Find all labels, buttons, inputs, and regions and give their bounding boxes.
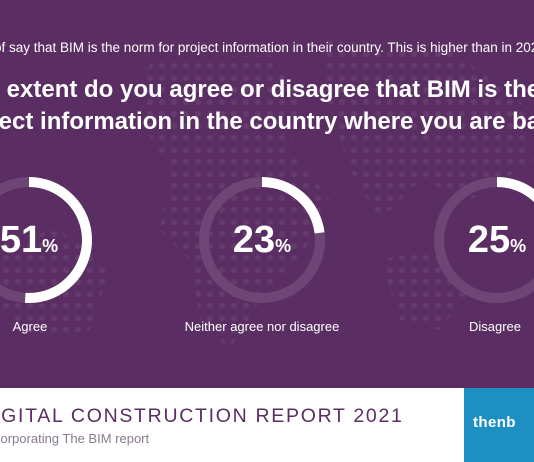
disagree-label: Disagree <box>468 319 522 334</box>
stat-neither: 23% <box>197 175 327 305</box>
question-line-2: ject information in the country where yo… <box>0 108 534 135</box>
brand-logo-block[interactable]: thenb <box>464 388 534 462</box>
agree-label: Agree <box>12 319 48 334</box>
question-line-1: t extent do you agree or disagree that B… <box>0 76 534 103</box>
stat-agree: 51% <box>0 175 94 305</box>
neither-percent: 23 <box>232 219 276 261</box>
neither-label: Neither agree nor disagree <box>184 319 340 334</box>
intro-text: of say that BIM is the norm for project … <box>0 40 534 55</box>
disagree-percent-unit: % <box>510 236 527 256</box>
report-subtitle: corporating The BIM report <box>0 431 150 446</box>
report-title: IGITAL CONSTRUCTION REPORT 2021 <box>0 405 404 427</box>
neither-ring-fill <box>199 177 325 303</box>
disagree-percent: 25 <box>467 219 511 261</box>
agree-ring-fill <box>0 177 92 303</box>
stat-disagree: 25% <box>432 175 534 305</box>
report-footer: IGITAL CONSTRUCTION REPORT 2021 corporat… <box>0 388 534 462</box>
agree-percent: 51 <box>0 219 43 261</box>
agree-percent-unit: % <box>42 236 59 256</box>
neither-percent-unit: % <box>275 236 292 256</box>
hero-panel: of say that BIM is the norm for project … <box>0 0 534 388</box>
brand-logo-text: thenb <box>473 414 516 431</box>
disagree-ring-fill <box>434 177 534 303</box>
